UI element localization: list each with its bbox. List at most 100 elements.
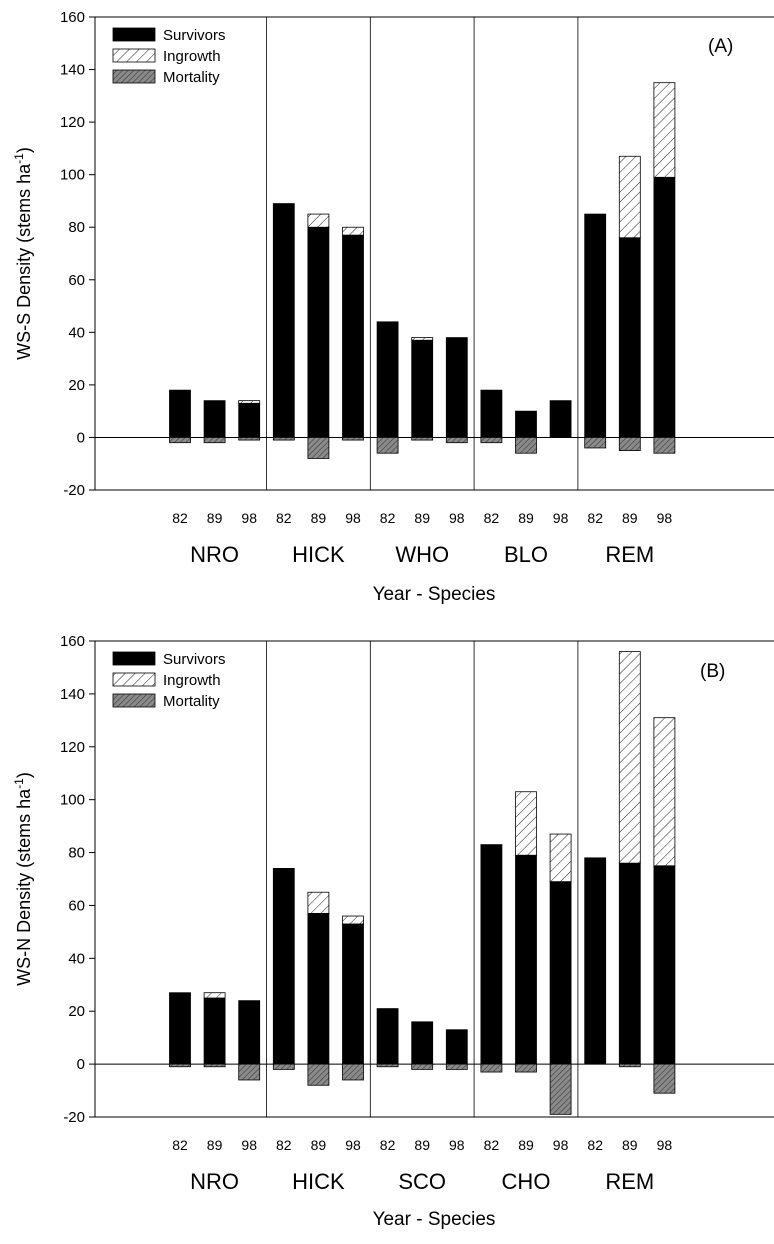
y-tick-label: 0 [77, 1056, 85, 1073]
bar-mortality [307, 437, 330, 459]
group-label: CHO [502, 1169, 551, 1194]
legend-swatch [112, 693, 156, 708]
bar-survivors [618, 862, 641, 1065]
legend-swatch [112, 48, 156, 63]
group-label: NRO [190, 1169, 239, 1194]
x-year-label: 98 [449, 1137, 465, 1153]
x-year-label: 82 [484, 510, 500, 526]
y-tick-label: 40 [68, 324, 85, 341]
bar-survivors [411, 1021, 434, 1065]
bar-ingrowth [618, 155, 641, 239]
bar-mortality [618, 437, 641, 451]
x-year-label: 89 [207, 510, 223, 526]
bar-survivors [653, 865, 676, 1065]
legend-swatch [112, 69, 156, 84]
x-year-label: 98 [657, 1137, 673, 1153]
bar-ingrowth [411, 337, 434, 341]
bar-ingrowth [307, 213, 330, 228]
bar-survivors [238, 402, 261, 438]
bar-mortality [515, 1063, 537, 1073]
x-year-label: 98 [345, 510, 361, 526]
y-tick-label: 160 [60, 9, 85, 26]
bar-mortality [411, 1063, 434, 1070]
legend-label: Ingrowth [163, 48, 221, 65]
group-label: WHO [395, 542, 449, 567]
bar-survivors [342, 923, 364, 1065]
bar-survivors [307, 912, 330, 1065]
group-label: BLO [504, 542, 548, 567]
bar-mortality [515, 437, 537, 454]
bar-survivors [411, 339, 434, 438]
bar-ingrowth [549, 833, 572, 883]
y-tick-label: 140 [60, 62, 85, 79]
x-year-label: 82 [276, 510, 292, 526]
bar-survivors [203, 997, 226, 1065]
y-tick-label: -20 [63, 482, 85, 499]
x-year-label: 82 [587, 1137, 603, 1153]
y-tick-label: 120 [60, 739, 85, 756]
bar-mortality [445, 437, 468, 444]
bar-mortality [618, 1063, 641, 1068]
legend-label: Mortality [163, 69, 220, 86]
panel-label: (B) [700, 661, 725, 682]
x-year-label: 82 [380, 1137, 396, 1153]
x-year-label: 82 [380, 510, 396, 526]
panel-label: (A) [708, 36, 733, 57]
bar-mortality [445, 1063, 468, 1070]
bar-survivors [618, 237, 641, 438]
bar-survivors [480, 844, 503, 1065]
legend-label: Mortality [163, 693, 220, 710]
bar-survivors [169, 992, 191, 1065]
bar-survivors [376, 1008, 399, 1065]
y-tick-label: 60 [68, 897, 85, 914]
bar-mortality [584, 437, 607, 449]
bar-mortality [272, 437, 295, 441]
bar-survivors [515, 410, 537, 438]
bar-ingrowth [618, 651, 641, 864]
bar-survivors [238, 1000, 261, 1065]
panel-a: 160 140 120 100 80 60 40 20 0 -20 82 89 98 82 89 98 82 89… [0, 0, 774, 620]
bar-ingrowth [307, 891, 330, 914]
bar-mortality [376, 1063, 399, 1068]
x-year-label: 98 [449, 510, 465, 526]
legend-label: Survivors [163, 27, 226, 44]
x-year-label: 98 [241, 1137, 257, 1153]
bar-mortality [376, 437, 399, 454]
bar-mortality [549, 1063, 572, 1115]
x-year-label: 98 [553, 510, 569, 526]
y-tick-label: -20 [63, 1109, 85, 1126]
bar-ingrowth [653, 717, 676, 867]
x-year-label: 89 [207, 1137, 223, 1153]
bar-mortality [238, 437, 261, 441]
x-year-label: 89 [311, 1137, 327, 1153]
legend-label: Ingrowth [163, 672, 221, 689]
group-label: REM [605, 1169, 654, 1194]
x-year-label: 98 [553, 1137, 569, 1153]
chart-a: 160 140 120 100 80 60 40 20 0 -20 82 89 98 82 89 98 82 89… [12, 9, 774, 605]
bar-ingrowth [653, 82, 676, 178]
bar-survivors [584, 857, 607, 1065]
bar-survivors [272, 868, 295, 1065]
bar-survivors [342, 234, 364, 438]
bar-mortality [203, 1063, 226, 1068]
y-tick-label: 20 [68, 377, 85, 394]
y-axis-title: WS-S Density (stems ha-1) [12, 147, 34, 360]
y-tick-label: 60 [68, 272, 85, 289]
x-year-label: 82 [276, 1137, 292, 1153]
bar-ingrowth [203, 992, 226, 999]
x-year-label: 82 [587, 510, 603, 526]
x-year-label: 89 [622, 1137, 638, 1153]
x-year-label: 89 [518, 510, 534, 526]
x-year-label: 89 [622, 510, 638, 526]
bar-mortality [238, 1063, 261, 1081]
y-tick-label: 160 [60, 633, 85, 650]
group-label: HICK [292, 1169, 345, 1194]
bar-survivors [203, 400, 226, 438]
bar-survivors [445, 1029, 468, 1065]
panel-b: 160 140 120 100 80 60 40 20 0 -20 82 89 98 82 89 98 82 89… [0, 620, 774, 1239]
bar-mortality [342, 1063, 364, 1081]
y-tick-label: 140 [60, 686, 85, 703]
bar-survivors [445, 337, 468, 438]
y-tick-label: 100 [60, 167, 85, 184]
legend-swatch [112, 672, 156, 687]
